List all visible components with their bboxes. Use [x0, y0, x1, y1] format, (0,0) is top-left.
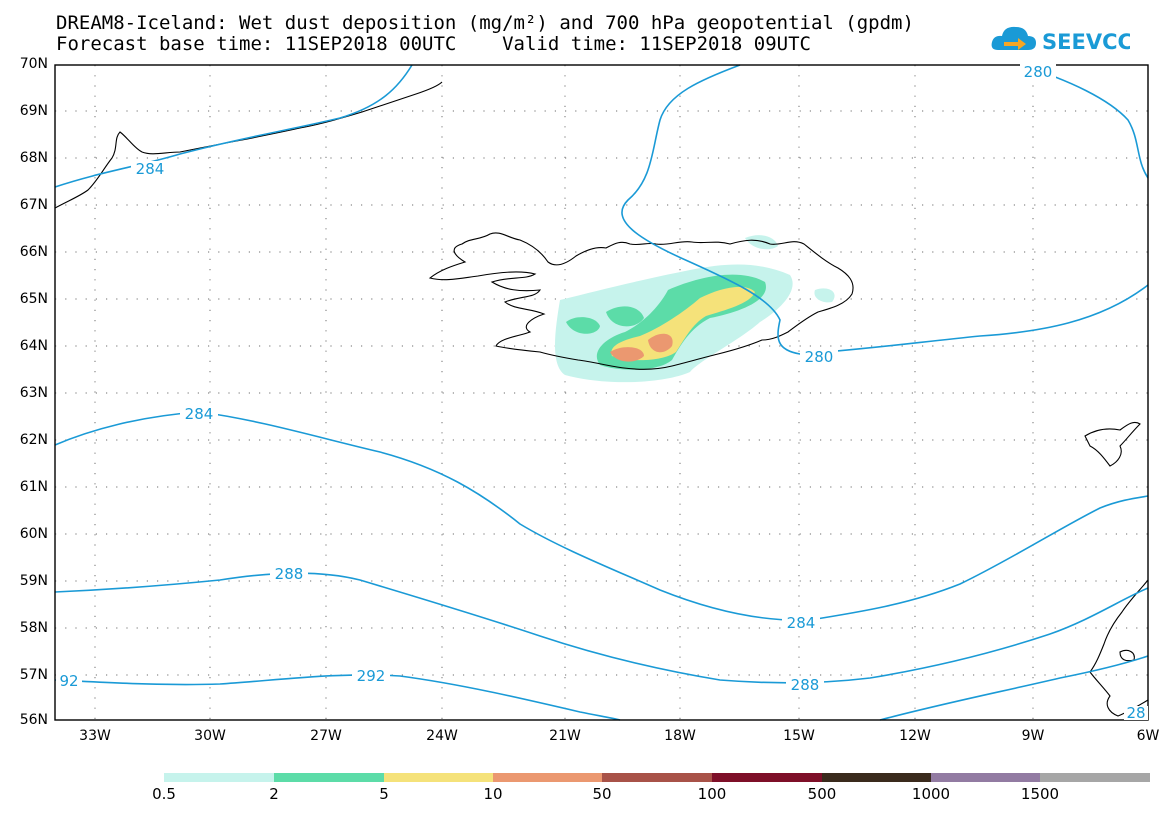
- legend-label: 500: [807, 785, 837, 803]
- lat-label: 56N: [19, 712, 48, 728]
- legend-swatch: [712, 773, 822, 782]
- lat-label: 59N: [19, 573, 48, 589]
- legend-swatch: [493, 773, 602, 782]
- contour-label: 92: [59, 672, 78, 690]
- map-subtitle: Forecast base time: 11SEP2018 00UTC Vali…: [56, 33, 811, 55]
- contour-label: 288: [791, 676, 820, 694]
- legend-label: 2: [269, 785, 279, 803]
- legend-label: 100: [697, 785, 727, 803]
- lon-label: 12W: [899, 728, 931, 744]
- legend-swatch: [384, 773, 493, 782]
- legend-swatch: [274, 773, 384, 782]
- contour-label: 288: [275, 565, 304, 583]
- legend-swatch: [164, 773, 274, 782]
- lon-label: 27W: [310, 728, 342, 744]
- seevccc-logo: SEEVCCC: [991, 26, 1130, 54]
- legend-label: 0.5: [152, 785, 176, 803]
- legend-swatch: [602, 773, 712, 782]
- legend-swatch: [1040, 773, 1150, 782]
- contour-label: 28: [1126, 704, 1145, 722]
- lon-label: 33W: [79, 728, 111, 744]
- cloud-arrow-icon: [991, 26, 1036, 50]
- coastlines: [54, 81, 1149, 717]
- contour-label: 280: [1024, 63, 1053, 81]
- contour-label: 284: [136, 160, 165, 178]
- svg-text:SEEVCCC: SEEVCCC: [1042, 30, 1130, 54]
- dust-deposition-field: [555, 235, 835, 383]
- legend-label: 1500: [1020, 785, 1060, 803]
- lon-label: 18W: [664, 728, 696, 744]
- legend-swatch: [822, 773, 931, 782]
- lon-label: 6W: [1136, 728, 1160, 744]
- lat-label: 64N: [19, 338, 48, 354]
- lat-label: 65N: [19, 291, 48, 307]
- lat-label: 60N: [19, 526, 48, 542]
- contour-label: 292: [357, 667, 386, 685]
- lat-label: 63N: [19, 385, 48, 401]
- lat-label: 70N: [19, 56, 48, 72]
- lat-label: 62N: [19, 432, 48, 448]
- contour-labels: 284 280 280 284 288 292 284 288 92 28: [56, 63, 1148, 722]
- geopotential-contours: [54, 64, 1149, 721]
- lat-label: 61N: [19, 479, 48, 495]
- lon-label: 9W: [1021, 728, 1045, 744]
- lat-label: 57N: [19, 667, 48, 683]
- map-title: DREAM8-Iceland: Wet dust deposition (mg/…: [56, 12, 914, 34]
- lat-label: 69N: [19, 103, 48, 119]
- contour-label: 284: [787, 614, 816, 632]
- lon-label: 21W: [549, 728, 581, 744]
- contour-label: 284: [185, 405, 214, 423]
- map-frame: [54, 64, 1149, 721]
- lon-label: 24W: [426, 728, 458, 744]
- lon-label: 15W: [783, 728, 815, 744]
- lat-label: 66N: [19, 244, 48, 260]
- legend-label: 1000: [911, 785, 951, 803]
- contour-label: 280: [805, 348, 834, 366]
- lat-label: 67N: [19, 197, 48, 213]
- legend-swatch: [931, 773, 1040, 782]
- lat-label: 68N: [19, 150, 48, 166]
- graticule: [55, 65, 1148, 720]
- lon-label: 30W: [194, 728, 226, 744]
- legend-label: 50: [592, 785, 612, 803]
- legend-label: 10: [483, 785, 503, 803]
- legend-label: 5: [379, 785, 389, 803]
- lat-label: 58N: [19, 620, 48, 636]
